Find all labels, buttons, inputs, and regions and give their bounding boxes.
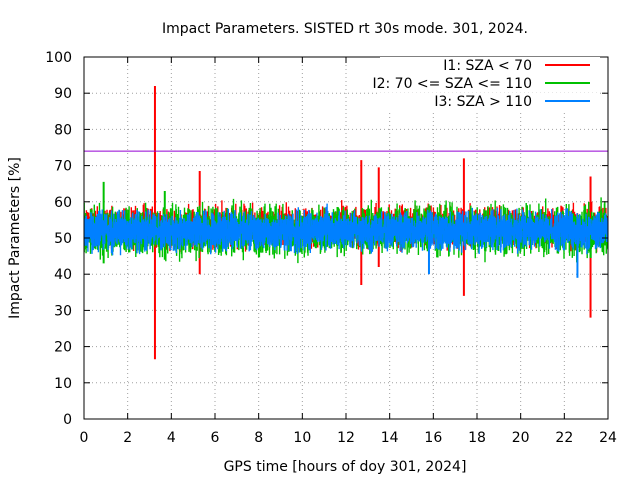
- y-tick-label: 90: [54, 86, 72, 102]
- y-tick-label: 100: [45, 50, 72, 66]
- legend-background: [380, 93, 600, 110]
- x-axis-label: GPS time [hours of doy 301, 2024]: [224, 459, 467, 475]
- x-tick-label: 24: [599, 430, 617, 446]
- x-tick-label: 0: [80, 430, 89, 446]
- x-tick-label: 8: [254, 430, 263, 446]
- chart-title: Impact Parameters. SISTED rt 30s mode. 3…: [162, 21, 528, 37]
- y-tick-label: 60: [54, 195, 72, 211]
- x-tick-label: 4: [167, 430, 176, 446]
- legend-entry-label: I1: SZA < 70: [443, 58, 532, 74]
- y-tick-label: 30: [54, 303, 72, 319]
- legend: I1: SZA < 70 I2: 70 <= SZA <= 110 I3: SZA …: [372, 57, 600, 110]
- y-tick-label: 80: [54, 122, 72, 138]
- x-tick-label: 14: [381, 430, 399, 446]
- x-tick-label: 10: [293, 430, 311, 446]
- x-tick-label: 16: [424, 430, 442, 446]
- y-tick-label: 70: [54, 159, 72, 175]
- y-tick-label: 40: [54, 267, 72, 283]
- y-tick-label: 20: [54, 340, 72, 356]
- x-tick-label: 20: [512, 430, 530, 446]
- x-tick-label: 2: [123, 430, 132, 446]
- x-tick-label: 6: [211, 430, 220, 446]
- x-tick-label: 12: [337, 430, 355, 446]
- y-axis-label: Impact Parameters [%]: [7, 157, 23, 319]
- legend-background: [380, 75, 600, 92]
- axis-ticks: 0 2 4 6 8 10 12 14 16 18 20 22 240102030405060708090…: [45, 50, 617, 446]
- legend-background: [380, 57, 600, 74]
- x-tick-label: 22: [555, 430, 573, 446]
- legend-entry-label: I3: SZA > 110: [434, 94, 532, 110]
- series-layer: [83, 85, 609, 360]
- legend-entry-label: I2: 70 <= SZA <= 110: [372, 76, 532, 92]
- y-tick-label: 0: [63, 412, 72, 428]
- y-tick-label: 50: [54, 231, 72, 247]
- x-tick-label: 18: [468, 430, 486, 446]
- y-tick-label: 10: [54, 376, 72, 392]
